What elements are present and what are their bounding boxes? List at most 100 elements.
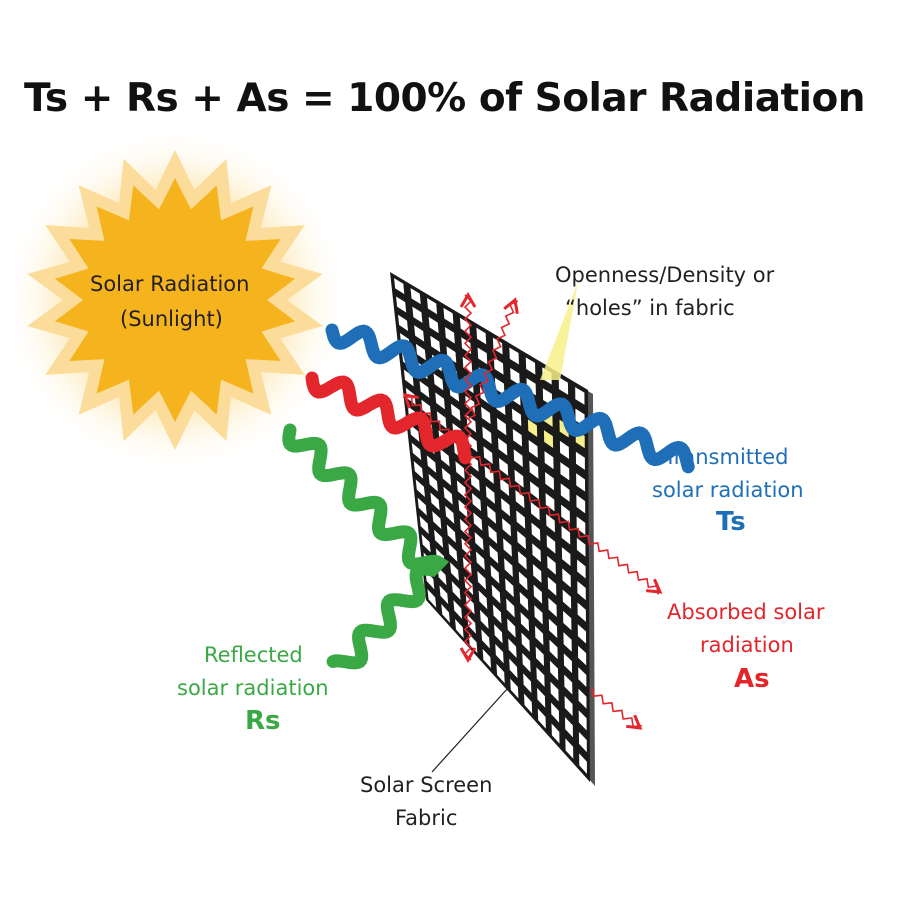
- absorbed-wave: [305, 371, 472, 465]
- fabric-hole: [534, 605, 543, 625]
- fabric-hole: [564, 695, 573, 716]
- fabric-hole: [564, 674, 573, 695]
- fabric-hole: [517, 551, 527, 570]
- fabric-hole: [443, 486, 453, 505]
- fabric-hole: [550, 681, 559, 702]
- fabric-hole: [537, 687, 546, 708]
- fabric-hole: [412, 306, 423, 323]
- fabric-hole: [560, 462, 570, 481]
- fabric-hole: [441, 467, 452, 486]
- heat-arrow-head: [646, 578, 663, 594]
- fabric-hole: [448, 543, 458, 562]
- fabric-hole: [481, 629, 490, 649]
- fabric-hole: [479, 609, 489, 629]
- fabric-hole: [450, 562, 459, 581]
- fabric-hole: [430, 335, 441, 353]
- fabric-hole: [492, 337, 503, 355]
- fabric-hole: [551, 723, 560, 744]
- fabric-hole: [527, 419, 538, 438]
- fabric-hole: [446, 346, 457, 363]
- fabric-hole: [478, 590, 488, 610]
- fabric-hole: [475, 551, 485, 570]
- fabric-hole: [500, 478, 510, 497]
- heat-arrow-head: [503, 297, 519, 314]
- fabric-hole: [575, 451, 585, 470]
- fabric-hole: [453, 600, 463, 619]
- fabric-hole: [428, 316, 439, 334]
- fabric-hole: [559, 419, 569, 438]
- fabric-hole: [482, 648, 492, 669]
- fabric-hole: [490, 564, 500, 584]
- fabric-hole: [496, 663, 505, 684]
- fabric-hole: [496, 417, 507, 436]
- fabric-hole: [445, 505, 455, 524]
- page-title: Ts + Rs + As = 100% of Solar Radiation: [24, 76, 866, 121]
- fabric-hole: [546, 534, 556, 554]
- fabric-hole: [415, 479, 425, 498]
- reflected-label-line2: solar radiation: [177, 676, 329, 700]
- fabric-hole: [439, 585, 449, 605]
- fabric-hole: [548, 618, 558, 639]
- fabric-hole: [532, 543, 541, 562]
- fabric-hole: [544, 472, 555, 491]
- fabric-hole: [576, 516, 586, 536]
- absorbed-symbol: As: [734, 664, 770, 694]
- fabric-hole: [578, 710, 587, 731]
- fabric-hole: [495, 643, 504, 664]
- heat-arrow: [466, 300, 519, 420]
- fabric-hole: [525, 357, 536, 375]
- fabric-hole: [409, 424, 420, 442]
- fabric-hole: [411, 442, 422, 461]
- fabric-hole: [515, 490, 525, 509]
- sun-label-line2: (Sunlight): [120, 307, 223, 331]
- fabric-hole: [516, 510, 526, 529]
- heat-arrow: [402, 395, 469, 455]
- fabric-hole: [563, 610, 572, 631]
- fabric-hole: [421, 399, 432, 417]
- fabric-hole: [394, 278, 405, 295]
- fabric-hole: [519, 591, 529, 611]
- fabric-hole: [444, 327, 455, 344]
- fabric-hole: [506, 598, 515, 618]
- fabric-hole: [512, 428, 523, 447]
- fabric-hole: [427, 589, 437, 608]
- fabric-hole: [577, 602, 586, 622]
- fabric-hole: [510, 678, 519, 699]
- fabric-hole: [537, 708, 546, 729]
- fabric-hole: [576, 537, 586, 557]
- transmitted-label-line2: solar radiation: [652, 478, 804, 502]
- fabric-hole: [426, 455, 437, 473]
- fabric-hole: [544, 451, 554, 470]
- heat-arrow: [468, 449, 660, 595]
- fabric-hole: [528, 440, 538, 458]
- fabric-hole: [432, 511, 442, 530]
- heat-arrow: [463, 451, 473, 661]
- fabric-hole: [543, 430, 554, 449]
- fabric-hole: [482, 426, 492, 445]
- reflected-wave: [282, 423, 450, 670]
- fabric-hole: [536, 667, 545, 687]
- fabric-hole: [559, 440, 570, 459]
- fabric-hole: [532, 563, 542, 583]
- fabric-hole: [498, 457, 509, 476]
- fabric-hole: [508, 638, 517, 658]
- heat-arrow-head: [459, 292, 477, 308]
- fabric-hole: [502, 518, 511, 537]
- fabric-hole: [561, 547, 571, 567]
- fabric-hole: [417, 497, 427, 516]
- fabric-hole: [578, 688, 587, 709]
- fabric-hole: [435, 392, 445, 410]
- fabric-hole: [446, 524, 456, 543]
- openness-label-line2: “holes” in fabric: [565, 296, 735, 320]
- fabric-hole: [410, 288, 421, 305]
- fabric-hole: [551, 702, 560, 723]
- fabric-hole: [577, 624, 587, 644]
- fabric-hole: [455, 618, 464, 638]
- fabric-hole: [465, 595, 475, 615]
- fabric-hole: [397, 314, 409, 331]
- fabric-hole: [428, 473, 438, 492]
- fabric-hole: [510, 367, 520, 386]
- fabric-hole: [415, 343, 426, 361]
- fabric-hole: [473, 512, 483, 531]
